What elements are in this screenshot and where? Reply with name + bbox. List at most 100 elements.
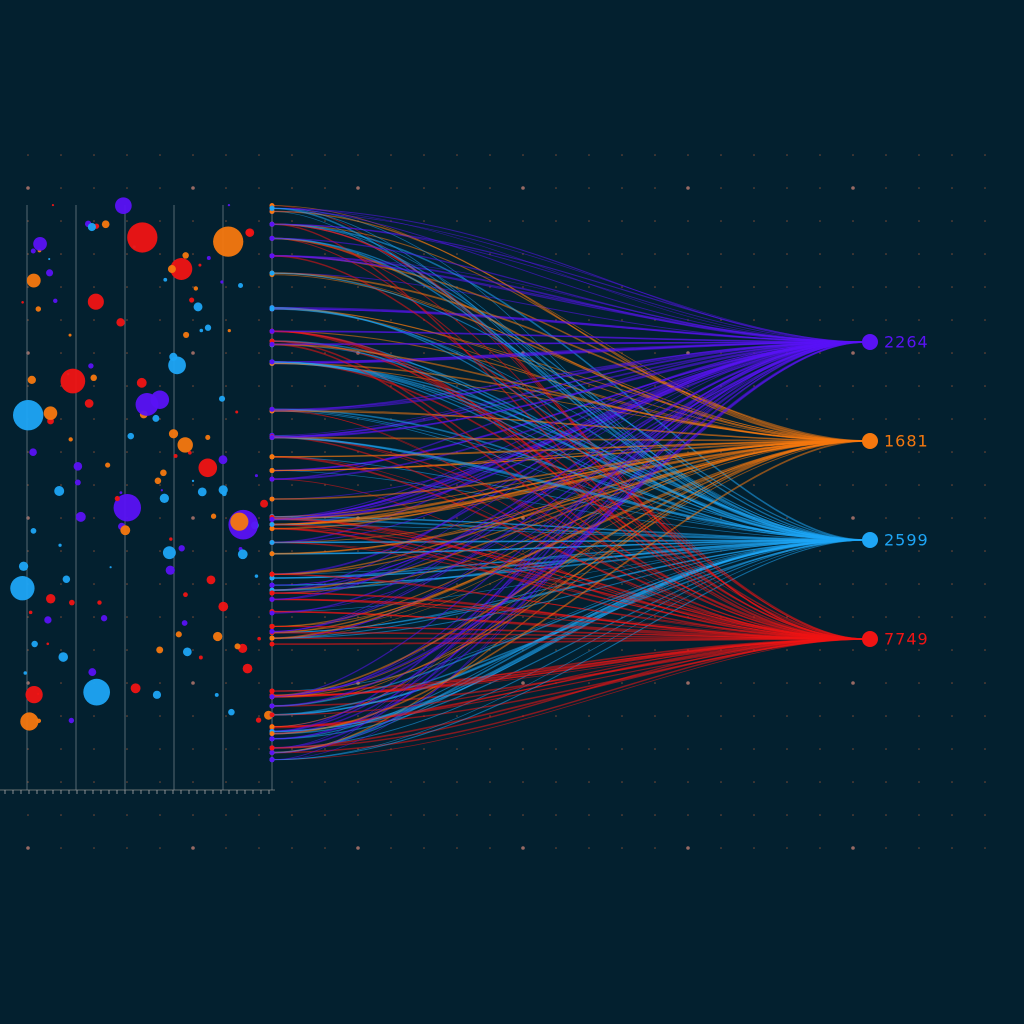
grid-dot <box>885 781 887 783</box>
bubble <box>218 395 226 402</box>
grid-dot <box>885 550 887 552</box>
grid-dot <box>390 319 392 321</box>
grid-dot <box>60 550 62 552</box>
grid-dot <box>555 583 557 585</box>
grid-dot <box>918 748 920 750</box>
grid-dot <box>225 682 227 684</box>
flow-curve <box>271 272 866 442</box>
grid-dot <box>851 351 855 355</box>
grid-dot <box>951 451 953 453</box>
grid-dot <box>720 748 722 750</box>
grid-dot <box>60 286 62 288</box>
start-dot <box>269 496 275 502</box>
bubble <box>199 328 204 333</box>
grid-dot <box>93 253 95 255</box>
bubble <box>257 636 261 641</box>
bubble <box>90 374 97 382</box>
grid-dot <box>27 319 29 321</box>
grid-dot <box>753 484 755 486</box>
grid-dot <box>851 846 855 850</box>
grid-dot <box>93 385 95 387</box>
start-dot <box>269 757 275 763</box>
start-dot <box>269 575 275 581</box>
grid-dot <box>720 253 722 255</box>
grid-dot <box>720 187 722 189</box>
grid-dot <box>324 385 326 387</box>
bubble <box>205 434 211 440</box>
grid-dot <box>819 583 821 585</box>
grid-dot <box>984 616 986 618</box>
grid-dot <box>225 484 227 486</box>
grid-dot <box>951 814 953 816</box>
grid-dot <box>654 220 656 222</box>
grid-dot <box>588 682 590 684</box>
grid-dot <box>984 583 986 585</box>
grid-dot <box>456 781 458 783</box>
grid-dot <box>654 682 656 684</box>
grid-dot <box>753 715 755 717</box>
grid-dot <box>291 484 293 486</box>
flow-curve <box>271 341 866 761</box>
grid-dot <box>687 583 689 585</box>
grid-dot <box>27 451 29 453</box>
grid-dot <box>654 748 656 750</box>
grid-dot <box>885 748 887 750</box>
grid-dot <box>324 418 326 420</box>
flow-curve <box>271 341 866 520</box>
grid-dot <box>225 319 227 321</box>
flow-curve <box>271 437 866 640</box>
grid-dot <box>621 286 623 288</box>
bubble <box>245 228 255 237</box>
grid-dot <box>324 220 326 222</box>
grid-dot <box>456 154 458 156</box>
flow-curve <box>271 539 866 761</box>
bubble <box>28 610 33 615</box>
grid-dot <box>192 220 194 222</box>
grid-dot <box>27 550 29 552</box>
grid-dot <box>489 352 491 354</box>
grid-dot <box>984 451 986 453</box>
grid-dot <box>159 583 161 585</box>
grid-dot <box>60 616 62 618</box>
grid-dot <box>951 154 953 156</box>
grid-dot <box>60 781 62 783</box>
start-dot <box>269 476 275 482</box>
grid-dot <box>720 220 722 222</box>
grid-dot <box>192 715 194 717</box>
grid-dot <box>555 616 557 618</box>
grid-dot <box>225 154 227 156</box>
grid-dot <box>521 681 525 685</box>
grid-dot <box>522 550 524 552</box>
bubble <box>101 220 110 229</box>
grid-dot <box>159 220 161 222</box>
grid-dot <box>918 220 920 222</box>
grid-dot <box>126 187 128 189</box>
grid-dot <box>951 550 953 552</box>
flow-curve <box>271 274 866 442</box>
grid-dot <box>918 319 920 321</box>
bubble <box>12 400 44 431</box>
grid-dot <box>720 517 722 519</box>
grid-dot <box>258 583 260 585</box>
grid-dot <box>851 516 855 520</box>
grid-dot <box>93 649 95 651</box>
grid-dot <box>159 154 161 156</box>
bubble <box>160 489 163 492</box>
bubble <box>88 363 94 369</box>
flow-curve <box>271 272 866 541</box>
bubble <box>242 663 253 674</box>
grid-dot <box>191 351 195 355</box>
grid-dot <box>951 253 953 255</box>
grid-dot <box>192 319 194 321</box>
flow-curve <box>271 207 866 343</box>
grid-dot <box>819 286 821 288</box>
bubble <box>21 300 24 304</box>
start-dot <box>269 610 275 616</box>
grid-dot <box>126 814 128 816</box>
grid-dot <box>126 550 128 552</box>
grid-dot <box>291 748 293 750</box>
grid-dot <box>951 286 953 288</box>
grid-dot <box>621 154 623 156</box>
grid-dot <box>291 154 293 156</box>
